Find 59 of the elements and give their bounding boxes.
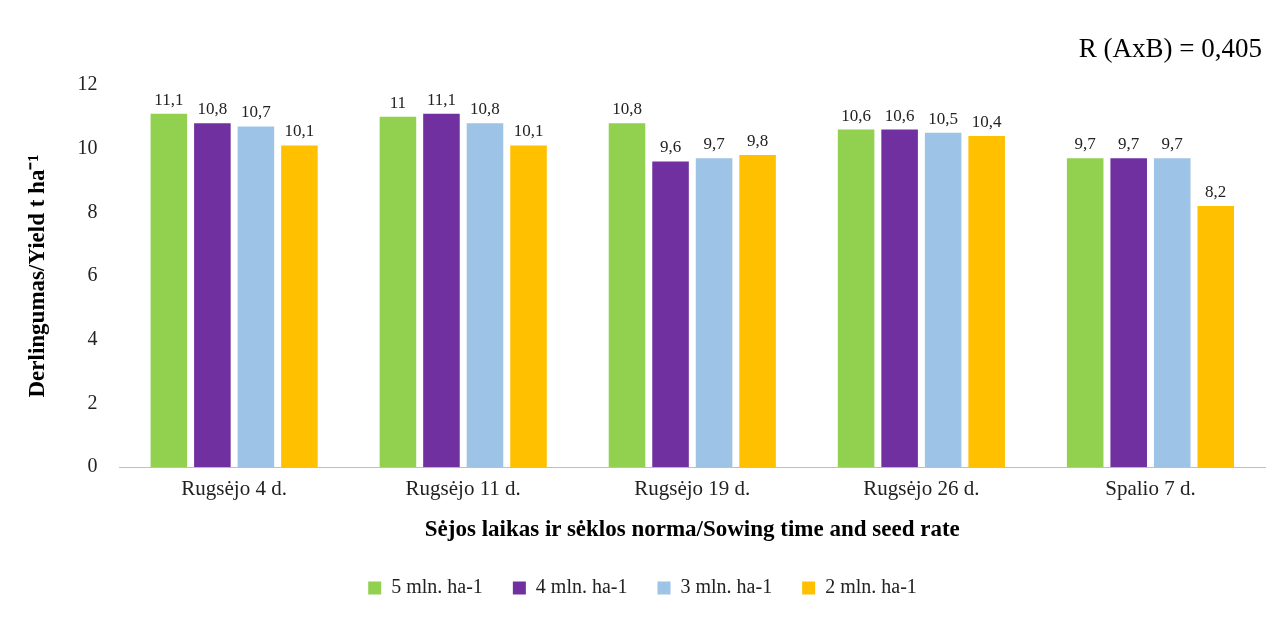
data-label: 11 [389, 92, 407, 112]
bar [423, 113, 460, 468]
y-tick-label: 6 [87, 263, 98, 286]
data-label: 10,4 [971, 111, 1003, 131]
x-tick-label: Rugsėjo 19 d. [634, 476, 751, 501]
bar [150, 113, 188, 468]
y-tick-label: 2 [87, 390, 98, 413]
data-label: 9,7 [1074, 134, 1097, 154]
bar [652, 161, 689, 468]
x-tick-label: Rugsėjo 11 d. [405, 476, 521, 501]
bar [1197, 206, 1235, 468]
bar [968, 135, 1005, 468]
bar [837, 129, 875, 468]
data-label: 9,7 [703, 134, 726, 154]
y-axis-title: Derlingumas/Yield t ha⁻¹ [23, 154, 49, 398]
legend-label: 3 mln. ha-1 [680, 575, 773, 598]
data-label: 10,6 [841, 105, 871, 125]
bar [510, 145, 547, 468]
data-label: 9,7 [1118, 134, 1140, 154]
bar [924, 132, 962, 468]
data-label: 10,1 [284, 121, 315, 141]
data-label: 11,1 [426, 89, 457, 109]
bar [281, 145, 318, 468]
data-label: 10,8 [470, 99, 500, 119]
bar [608, 123, 646, 468]
data-label: 9,6 [659, 137, 682, 157]
data-label: 9,7 [1161, 134, 1184, 154]
data-label: 10,6 [884, 105, 915, 125]
y-tick-label: 4 [87, 327, 98, 350]
data-label: 10,8 [612, 99, 642, 119]
text: R (AxB) = 0,405 [1078, 33, 1262, 64]
x-tick-label: Rugsėjo 26 d. [863, 476, 980, 501]
data-label: 10,8 [197, 99, 228, 119]
bar [237, 126, 275, 468]
data-label: 8,2 [1205, 182, 1227, 201]
legend-label: 2 mln. ha-1 [825, 575, 917, 598]
y-tick-label: 8 [87, 199, 98, 222]
x-axis-title: Sėjos laikas ir sėklos norma/Sowing time and seed rate [424, 516, 960, 542]
bar [695, 158, 733, 468]
legend-label: 5 mln. ha-1 [391, 575, 483, 598]
x-tick-label: Rugsėjo 4 d. [181, 476, 287, 501]
data-label: 9,8 [746, 131, 769, 151]
legend-label: 4 mln. ha-1 [535, 575, 628, 598]
y-tick-label: 12 [77, 72, 98, 95]
data-label: 10,7 [241, 102, 272, 122]
bar [1066, 158, 1104, 468]
data-label: 10,5 [928, 108, 959, 128]
y-tick-label: 10 [77, 135, 98, 158]
bar [1153, 158, 1191, 468]
x-tick-label: Spalio 7 d. [1105, 476, 1196, 501]
data-label: 10,1 [513, 121, 544, 141]
bar [881, 129, 918, 468]
bar [739, 155, 776, 468]
bar [1110, 158, 1147, 468]
bar [194, 123, 231, 468]
y-tick-label: 0 [87, 454, 98, 477]
bar [379, 116, 417, 468]
data-label: 11,1 [154, 89, 184, 109]
bar [466, 123, 504, 468]
